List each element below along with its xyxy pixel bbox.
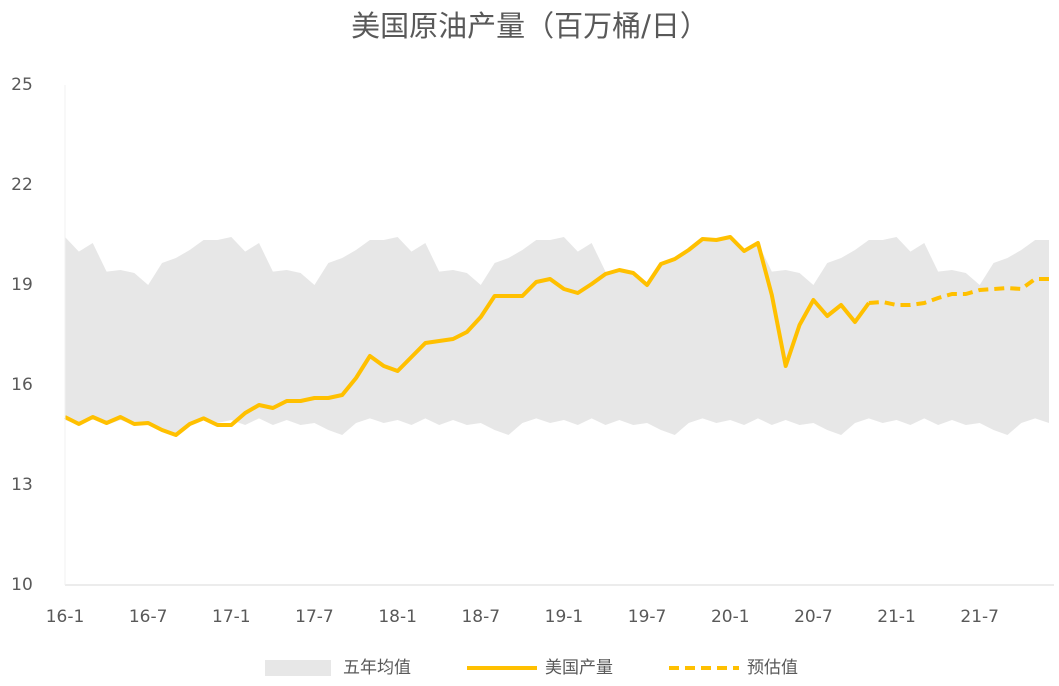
y-tick-label: 22 <box>11 175 33 195</box>
legend-swatch <box>265 660 331 676</box>
x-tick-label: 21-7 <box>960 607 999 627</box>
x-tick-label: 20-1 <box>711 607 750 627</box>
x-tick-label: 18-7 <box>461 607 500 627</box>
band-area <box>65 237 1049 435</box>
x-tick-label: 16-7 <box>129 607 168 627</box>
x-tick-label: 19-7 <box>628 607 667 627</box>
line-series <box>868 277 1049 307</box>
x-tick-label: 21-1 <box>877 607 916 627</box>
y-tick-label: 13 <box>11 475 33 495</box>
x-tick-label: 18-1 <box>378 607 417 627</box>
y-tick-label: 19 <box>11 275 33 295</box>
x-tick-label: 17-7 <box>295 607 334 627</box>
x-tick-label: 19-1 <box>545 607 584 627</box>
x-tick-label: 16-1 <box>46 607 85 627</box>
y-tick-label: 16 <box>11 375 33 395</box>
x-tick-label: 17-1 <box>212 607 251 627</box>
x-tick-label: 20-7 <box>794 607 833 627</box>
y-tick-label: 25 <box>11 75 33 95</box>
legend-label: 预估值 <box>747 658 798 678</box>
line-series <box>64 235 871 437</box>
y-tick-label: 10 <box>11 575 33 595</box>
chart-title: 美国原油产量（百万桶/日） <box>351 9 709 43</box>
legend-label: 美国产量 <box>545 658 613 678</box>
legend-label: 五年均值 <box>343 658 411 678</box>
